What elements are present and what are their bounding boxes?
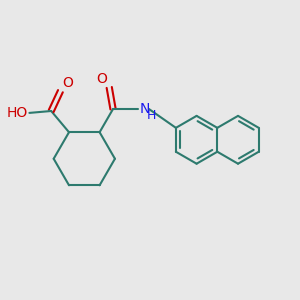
Text: O: O xyxy=(96,72,107,86)
Text: HO: HO xyxy=(7,106,28,120)
Text: H: H xyxy=(147,109,157,122)
Text: O: O xyxy=(62,76,73,90)
Text: N: N xyxy=(139,102,150,116)
